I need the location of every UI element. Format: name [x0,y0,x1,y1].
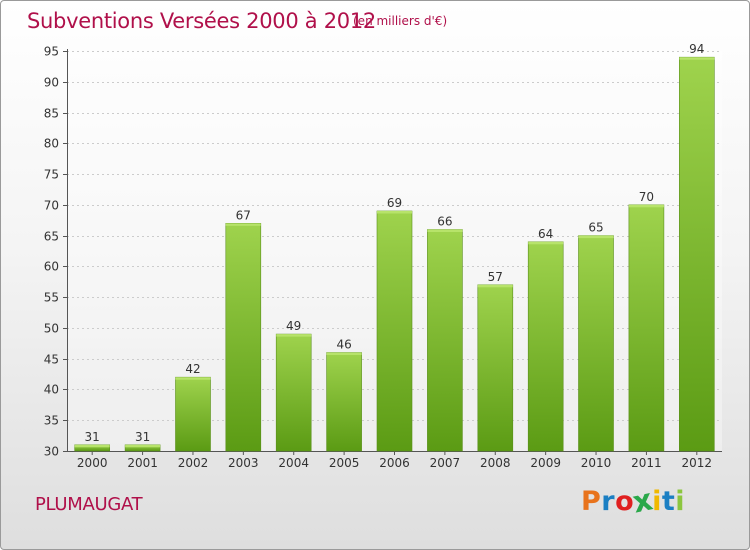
data-label: 67 [236,208,251,222]
data-label: 57 [488,270,503,284]
y-tick-label: 75 [44,168,59,182]
bar-2008 [477,284,514,452]
x-tick-label: 2008 [480,456,511,470]
bar-2010 [578,235,614,452]
data-label: 94 [689,42,704,56]
bar-2003 [225,223,262,452]
bar-highlight [125,444,161,448]
data-label: 64 [538,227,553,241]
y-tick-label: 90 [44,76,59,90]
logo-letter: i [675,486,686,517]
commune-name: PLUMAUGAT [35,494,143,515]
logo-letter: i [652,486,662,517]
y-tick-label: 30 [44,445,59,459]
bar-highlight [74,444,110,448]
bar-highlight [326,352,362,355]
y-tick-label: 70 [44,199,59,213]
bar-highlight [578,235,614,239]
y-tick-label: 40 [44,383,59,397]
logo-letter: P [581,486,602,517]
logo-letter: t [661,486,676,517]
x-tick-label: 2000 [77,456,108,470]
bar-2005 [326,352,362,452]
data-label: 66 [437,215,452,229]
x-tick-label: 2006 [379,456,410,470]
labels: 30 35 40 45 50 55 60 65 70 75 80 85 90 95 2000 31 2001 31… [44,42,712,470]
bar-highlight [628,204,664,208]
chart-subtitle: (en milliers d'€) [353,14,448,28]
y-tick-label: 60 [44,260,59,274]
x-tick-label: 2004 [278,456,309,470]
bar-highlight [427,229,463,232]
bar-2002 [175,376,211,452]
x-tick-label: 2001 [127,456,158,470]
data-label: 31 [135,430,150,444]
x-tick-label: 2003 [228,456,259,470]
bar-2009 [527,241,564,452]
proxiti-logo[interactable]: Proxiti [581,483,686,520]
x-tick-label: 2005 [329,456,360,470]
bar-highlight [276,334,312,337]
x-tick-label: 2009 [530,456,561,470]
data-label: 46 [336,338,351,352]
bar-highlight [679,57,715,60]
y-tick-label: 85 [44,107,59,121]
bar-2012 [678,56,715,452]
y-tick-label: 80 [44,137,59,151]
bar-2007 [427,229,463,452]
y-tick-label: 55 [44,291,59,305]
y-tick-label: 35 [44,414,59,428]
data-label: 49 [286,319,301,333]
data-label: 42 [185,362,200,376]
bar-highlight [528,241,564,245]
data-label: 69 [387,196,402,210]
logo-letter: o [615,486,635,517]
x-tick-label: 2010 [581,456,612,470]
x-tick-label: 2011 [631,456,662,470]
y-tick-label: 65 [44,230,59,244]
axes [63,49,722,455]
x-tick-label: 2007 [430,456,461,470]
x-tick-label: 2012 [682,456,713,470]
bar-2004 [275,333,312,452]
bar-2006 [376,210,413,452]
data-label: 31 [85,430,100,444]
data-label: 65 [588,221,603,235]
logo-letter: r [601,486,616,517]
bars [74,56,715,452]
bar-highlight [225,223,261,226]
y-tick-label: 95 [44,45,59,59]
chart-title: Subventions Versées 2000 à 2012 [27,9,376,33]
bar-highlight [175,377,211,380]
data-label: 70 [639,190,654,204]
bar-highlight [477,284,513,288]
y-tick-label: 45 [44,353,59,367]
y-tick-label: 50 [44,322,59,336]
bar-highlight [377,211,412,214]
bar-2011 [628,204,665,452]
x-tick-label: 2002 [178,456,209,470]
